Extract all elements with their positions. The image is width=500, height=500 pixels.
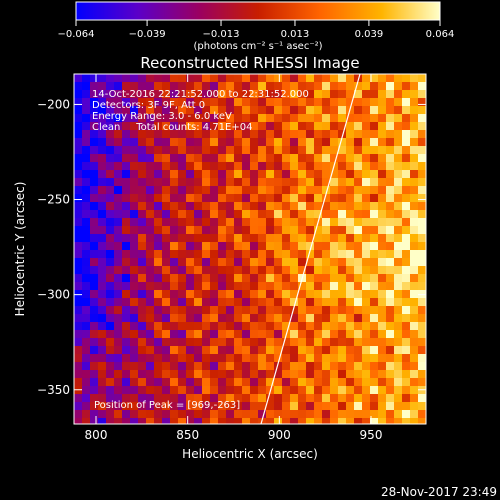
x-axis-ticks: 800 850 900 950 — [85, 74, 383, 442]
colorbar-tick-label: 0.039 — [355, 29, 384, 40]
x-tick-label: 900 — [268, 428, 291, 442]
colorbar-unit-label: (photons cm⁻² s⁻¹ asec⁻²) — [193, 41, 322, 52]
colorbar-gradient — [75, 1, 441, 21]
info-line-energy: Energy Range: 3.0 - 6.0 keV — [92, 111, 232, 122]
image-pixels — [74, 74, 426, 424]
peak-position-label: Position of Peak = [969,-263] — [94, 400, 240, 411]
footer-timestamp: 28-Nov-2017 23:49 — [381, 485, 497, 499]
y-tick-label: −350 — [37, 383, 70, 397]
y-axis-ticks: −200 −250 −300 −350 — [37, 97, 426, 397]
info-line-time: 14-Oct-2016 22:21:52.000 to 22:31:52.000 — [92, 89, 309, 100]
colorbar-ticks: −0.064 −0.039 −0.013 0.013 0.039 0.064 — [57, 20, 454, 40]
y-tick-label: −250 — [37, 193, 70, 207]
x-tick-label: 850 — [176, 428, 199, 442]
rhessi-image — [74, 74, 426, 424]
colorbar-tick-label: −0.064 — [57, 29, 94, 40]
y-tick-label: −300 — [37, 288, 70, 302]
y-axis-label: Heliocentric Y (arcsec) — [13, 182, 27, 317]
plot-frame — [73, 73, 427, 425]
y-tick-label: −200 — [37, 97, 70, 111]
colorbar-tick-label: 0.064 — [426, 29, 455, 40]
colorbar-tick-label: −0.013 — [203, 29, 240, 40]
colorbar: −0.064 −0.039 −0.013 0.013 0.039 0.064 (photo… — [57, 1, 454, 52]
x-tick-label: 950 — [360, 428, 383, 442]
colorbar-tick-label: −0.039 — [129, 29, 166, 40]
info-line-detectors: Detectors: 3F 9F, Att 0 — [92, 100, 205, 111]
x-axis-label: Heliocentric X (arcsec) — [182, 447, 318, 461]
info-box: 14-Oct-2016 22:21:52.000 to 22:31:52.000… — [92, 89, 309, 133]
solar-limb-line — [260, 74, 361, 424]
plot-title: Reconstructed RHESSI Image — [140, 54, 359, 72]
x-tick-label: 800 — [85, 428, 108, 442]
colorbar-tick-label: 0.013 — [281, 29, 310, 40]
info-line-clean: Clean Total counts: 4.71E+04 — [92, 122, 252, 133]
